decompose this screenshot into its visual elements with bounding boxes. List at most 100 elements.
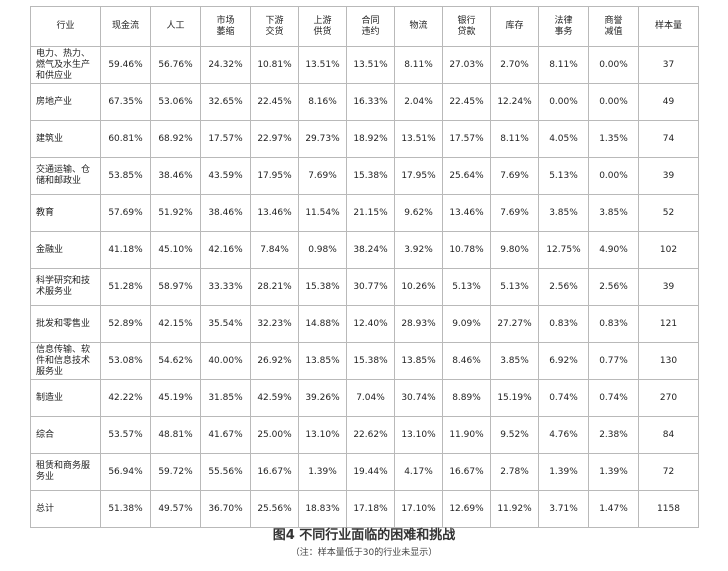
- percentage-cell: 42.15%: [150, 305, 201, 343]
- column-header: 物流: [394, 6, 443, 47]
- column-header: 合同 违约: [346, 6, 395, 47]
- percentage-cell: 1.39%: [538, 453, 589, 491]
- percentage-cell: 33.33%: [200, 268, 251, 306]
- percentage-cell: 13.51%: [346, 46, 395, 84]
- percentage-cell: 22.45%: [442, 83, 491, 121]
- industry-cell: 批发和零售业: [30, 305, 101, 343]
- sample-size-cell: 49: [638, 83, 699, 121]
- figure: 行业 现金流 人工 市场 萎缩 下游 交货 上游 供货 合同 违约 物流 银行 贷款 库存 法律 事务 商誉 减值样…: [30, 6, 699, 528]
- percentage-cell: 27.03%: [442, 46, 491, 84]
- percentage-cell: 51.92%: [150, 194, 201, 232]
- percentage-cell: 9.62%: [394, 194, 443, 232]
- percentage-cell: 56.94%: [100, 453, 151, 491]
- percentage-cell: 2.78%: [490, 453, 539, 491]
- percentage-cell: 7.69%: [490, 157, 539, 195]
- table-row: 制造业 42.22% 45.19% 31.85% 42.59% 39.26% 7.04% 30…: [30, 379, 699, 417]
- percentage-cell: 31.85%: [200, 379, 251, 417]
- percentage-cell: 32.65%: [200, 83, 251, 121]
- percentage-cell: 0.83%: [538, 305, 589, 343]
- percentage-cell: 1.39%: [588, 453, 639, 491]
- percentage-cell: 67.35%: [100, 83, 151, 121]
- percentage-cell: 13.10%: [394, 416, 443, 454]
- percentage-cell: 28.93%: [394, 305, 443, 343]
- percentage-cell: 40.00%: [200, 342, 251, 380]
- percentage-cell: 5.13%: [538, 157, 589, 195]
- percentage-cell: 25.64%: [442, 157, 491, 195]
- percentage-cell: 35.54%: [200, 305, 251, 343]
- percentage-cell: 53.08%: [100, 342, 151, 380]
- percentage-cell: 6.92%: [538, 342, 589, 380]
- sample-size-cell: 39: [638, 157, 699, 195]
- percentage-cell: 9.80%: [490, 231, 539, 269]
- table-row: 信息传输、软件和信息技术服务业 53.08% 54.62% 40.00% 26.92% 1…: [30, 342, 699, 380]
- percentage-cell: 13.46%: [442, 194, 491, 232]
- percentage-cell: 59.72%: [150, 453, 201, 491]
- table-row: 租赁和商务服务业 56.94% 59.72% 55.56% 16.67% 1.39% 19.…: [30, 453, 699, 491]
- sample-size-cell: 121: [638, 305, 699, 343]
- percentage-cell: 5.13%: [442, 268, 491, 306]
- percentage-cell: 54.62%: [150, 342, 201, 380]
- percentage-cell: 51.38%: [100, 490, 151, 528]
- column-header: 人工: [150, 6, 201, 47]
- percentage-cell: 17.18%: [346, 490, 395, 528]
- percentage-cell: 14.88%: [298, 305, 347, 343]
- column-header: 法律 事务: [538, 6, 589, 47]
- percentage-cell: 8.11%: [538, 46, 589, 84]
- percentage-cell: 0.98%: [298, 231, 347, 269]
- column-header: 上游 供货: [298, 6, 347, 47]
- percentage-cell: 30.77%: [346, 268, 395, 306]
- percentage-cell: 18.92%: [346, 120, 395, 158]
- industry-cell: 交通运输、仓储和邮政业: [30, 157, 101, 195]
- industry-cell: 电力、热力、燃气及水生产和供应业: [30, 46, 101, 84]
- table-row: 建筑业 60.81% 68.92% 17.57% 22.97% 29.73% 18.92% 1…: [30, 120, 699, 158]
- percentage-cell: 15.38%: [346, 157, 395, 195]
- percentage-cell: 0.74%: [538, 379, 589, 417]
- percentage-cell: 25.00%: [250, 416, 299, 454]
- percentage-cell: 42.22%: [100, 379, 151, 417]
- percentage-cell: 11.54%: [298, 194, 347, 232]
- industry-cell: 金融业: [30, 231, 101, 269]
- percentage-cell: 7.84%: [250, 231, 299, 269]
- percentage-cell: 12.75%: [538, 231, 589, 269]
- sample-size-cell: 102: [638, 231, 699, 269]
- percentage-cell: 27.27%: [490, 305, 539, 343]
- percentage-cell: 42.59%: [250, 379, 299, 417]
- header-row: 行业 现金流 人工 市场 萎缩 下游 交货 上游 供货 合同 违约 物流 银行 贷款 库存 法律 事务 商誉 减值样…: [30, 6, 699, 47]
- industry-cell: 综合: [30, 416, 101, 454]
- percentage-cell: 13.85%: [298, 342, 347, 380]
- percentage-cell: 7.04%: [346, 379, 395, 417]
- percentage-cell: 36.70%: [200, 490, 251, 528]
- percentage-cell: 11.90%: [442, 416, 491, 454]
- percentage-cell: 9.09%: [442, 305, 491, 343]
- percentage-cell: 38.46%: [200, 194, 251, 232]
- percentage-cell: 48.81%: [150, 416, 201, 454]
- column-header: 样本量: [638, 6, 699, 47]
- percentage-cell: 8.11%: [490, 120, 539, 158]
- industry-cell: 科学研究和技术服务业: [30, 268, 101, 306]
- percentage-cell: 12.40%: [346, 305, 395, 343]
- percentage-cell: 24.32%: [200, 46, 251, 84]
- percentage-cell: 45.19%: [150, 379, 201, 417]
- percentage-cell: 1.35%: [588, 120, 639, 158]
- percentage-cell: 15.38%: [298, 268, 347, 306]
- column-header: 商誉 减值: [588, 6, 639, 47]
- percentage-cell: 8.11%: [394, 46, 443, 84]
- column-header: 银行 贷款: [442, 6, 491, 47]
- percentage-cell: 51.28%: [100, 268, 151, 306]
- percentage-cell: 4.90%: [588, 231, 639, 269]
- sample-size-cell: 270: [638, 379, 699, 417]
- percentage-cell: 13.85%: [394, 342, 443, 380]
- percentage-cell: 12.69%: [442, 490, 491, 528]
- table-row: 科学研究和技术服务业 51.28% 58.97% 33.33% 28.21% 15.38%…: [30, 268, 699, 306]
- percentage-cell: 17.57%: [442, 120, 491, 158]
- percentage-cell: 15.19%: [490, 379, 539, 417]
- percentage-cell: 15.38%: [346, 342, 395, 380]
- percentage-cell: 8.16%: [298, 83, 347, 121]
- percentage-cell: 0.00%: [588, 157, 639, 195]
- percentage-cell: 19.44%: [346, 453, 395, 491]
- percentage-cell: 26.92%: [250, 342, 299, 380]
- industry-cell: 信息传输、软件和信息技术服务业: [30, 342, 101, 380]
- percentage-cell: 41.18%: [100, 231, 151, 269]
- percentage-cell: 7.69%: [298, 157, 347, 195]
- percentage-cell: 39.26%: [298, 379, 347, 417]
